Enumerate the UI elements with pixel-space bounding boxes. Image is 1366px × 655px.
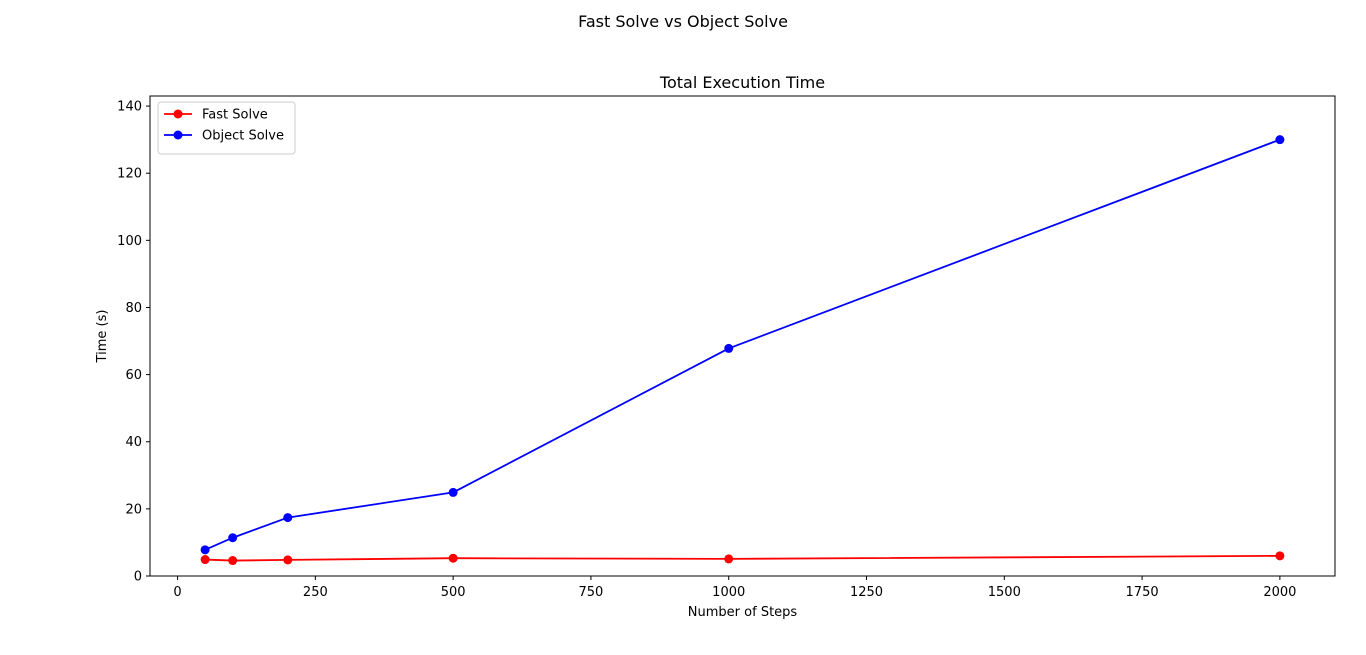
data-point-object-solve [228,533,238,543]
y-tick-label: 100 [117,234,142,249]
plot-area [149,95,1336,577]
x-tick-label: 1500 [988,585,1021,600]
legend-label: Object Solve [202,129,284,144]
legend-item-fast-solve: Fast Solve [164,108,268,123]
data-point-object-solve [283,513,293,523]
series-line-object-solve [204,138,1281,551]
data-point-object-solve [448,487,458,497]
x-axis: 0 250 500 750 1000 1250 1500 1750 2000 [173,576,1296,600]
legend-marker [173,109,183,119]
x-tick-label: 1250 [850,585,883,600]
figure-suptitle: Fast Solve vs Object Solve [578,12,788,31]
data-point-fast-solve [1275,551,1285,561]
y-axis-label: Time (s) [95,310,110,364]
series-layer [200,135,1285,566]
x-tick-label: 750 [579,585,604,600]
legend-box [157,101,296,155]
y-tick-label: 140 [117,100,142,115]
y-tick-label: 80 [125,301,142,316]
axes-frame [149,95,1336,577]
x-tick-label: 2000 [1263,585,1296,600]
series-object-solve [200,135,1285,555]
data-point-fast-solve [200,555,210,565]
series-line-fast-solve [205,554,1280,562]
y-tick-label: 20 [125,502,142,517]
chart-title: Total Execution Time [659,73,825,92]
y-tick-label: 60 [125,368,142,383]
data-point-fast-solve [283,555,293,565]
y-tick-label: 40 [125,435,142,450]
y-tick-label: 120 [117,167,142,182]
data-point-object-solve [1275,135,1285,145]
x-tick-label: 1000 [712,585,745,600]
data-point-fast-solve [448,553,458,563]
x-axis-label: Number of Steps [688,605,798,620]
x-tick-label: 500 [441,585,466,600]
legend-item-object-solve: Object Solve [164,129,284,144]
data-point-object-solve [200,545,210,555]
y-tick-label: 0 [134,570,142,585]
data-point-object-solve [724,343,734,353]
series-fast-solve [200,551,1285,566]
y-axis: 0 20 40 60 80 100 120 140 [117,100,150,585]
x-tick-label: 1750 [1126,585,1159,600]
x-tick-label: 0 [173,585,181,600]
legend: Fast Solve Object Solve [157,101,296,155]
legend-marker [173,130,183,140]
data-point-fast-solve [228,556,238,566]
data-point-fast-solve [724,554,734,564]
legend-label: Fast Solve [202,108,268,123]
x-tick-label: 250 [303,585,328,600]
